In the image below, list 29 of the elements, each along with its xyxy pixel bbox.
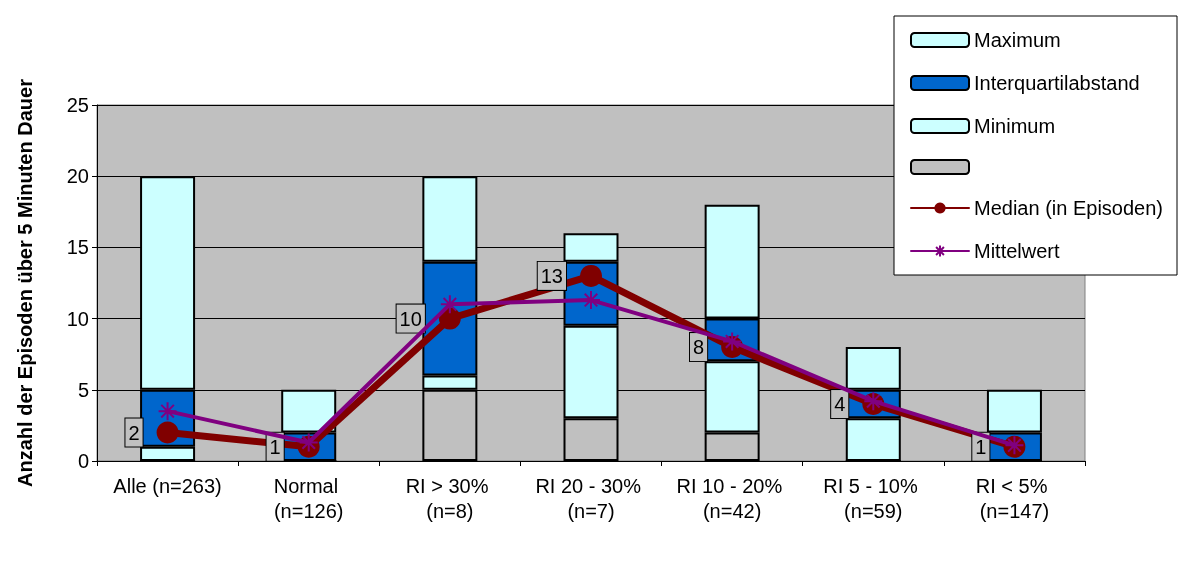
x-tick-label: Normal (n=126)	[273, 474, 344, 522]
y-tick-label: 10	[66, 307, 89, 330]
x-tick-label: RI > 30% (n=8)	[405, 474, 495, 522]
x-tick-label: RI 10 - 20% (n=42)	[676, 474, 788, 522]
data-label: 8	[693, 336, 705, 359]
data-label: 2	[128, 421, 140, 444]
x-tick-label: RI < 5% (n=147)	[975, 474, 1054, 522]
legend-label: Mittelwert	[974, 240, 1061, 262]
y-tick-label: 5	[77, 378, 89, 401]
data-label: 10	[399, 307, 422, 330]
y-tick-label: 20	[66, 165, 89, 188]
y-tick-label: 0	[77, 450, 89, 472]
x-tick-label: Alle (n=263)	[113, 474, 222, 497]
y-tick-label: 25	[66, 94, 89, 116]
data-label: 13	[540, 264, 563, 287]
y-axis-title: Anzahl der Episoden über 5 Minuten Dauer	[14, 78, 36, 487]
legend-label: Interquartilabstand	[974, 72, 1140, 94]
data-label: 4	[834, 393, 846, 416]
point	[156, 421, 179, 444]
x-tick-label: RI 5 - 10% (n=59)	[823, 474, 924, 522]
point	[439, 294, 460, 315]
legend-label: Maximum	[974, 29, 1061, 51]
data-label: 1	[269, 435, 281, 458]
y-tick-label: 15	[66, 236, 89, 259]
point	[580, 264, 602, 287]
legend-label: Median (in Episoden)	[974, 197, 1164, 219]
legend-label: Minimum	[974, 115, 1056, 137]
x-tick-label: RI 20 - 30% (n=7)	[535, 474, 647, 522]
data-label: 1	[975, 435, 987, 458]
